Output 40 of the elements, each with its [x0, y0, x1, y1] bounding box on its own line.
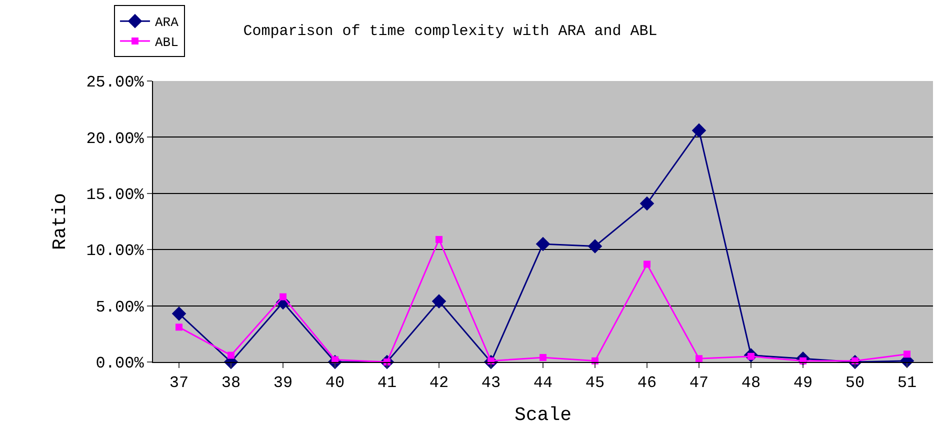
x-tick-label: 44	[533, 374, 553, 392]
x-tick-label: 50	[845, 374, 865, 392]
legend-label: ARA	[155, 15, 179, 30]
x-tick-label: 39	[273, 374, 293, 392]
chart-title: Comparison of time complexity with ARA and ABL	[243, 22, 658, 40]
point	[904, 350, 910, 358]
x-tick-label: 47	[689, 374, 709, 392]
y-tick-label: 0.00%	[96, 354, 144, 373]
x-tick-label: 43	[481, 374, 501, 392]
y-tick-label: 25.00%	[86, 74, 144, 92]
point	[640, 196, 654, 211]
y-tick-label: 5.00%	[96, 298, 144, 316]
x-tick-label: 37	[169, 374, 189, 392]
point	[436, 236, 442, 243]
x-tick-label: 42	[429, 374, 449, 392]
y-axis-title: Ratio	[49, 192, 72, 250]
point	[228, 352, 234, 359]
point	[644, 260, 650, 268]
x-tick-label: 45	[585, 374, 605, 392]
point	[536, 236, 550, 252]
point	[176, 324, 182, 331]
x-tick-label: 51	[897, 374, 917, 392]
point	[696, 355, 702, 362]
point	[280, 293, 286, 300]
x-axis-title: Scale	[514, 404, 572, 426]
y-tick-label: 10.00%	[86, 242, 144, 260]
x-tick-label: 41	[377, 374, 397, 392]
legend-label: ABL	[155, 35, 178, 50]
x-tick-label: 49	[793, 374, 813, 392]
point	[692, 123, 706, 138]
y-tick-label: 15.00%	[86, 186, 144, 204]
point	[432, 294, 446, 308]
point	[540, 354, 546, 361]
y-tick-label: 20.00%	[86, 130, 144, 148]
point	[172, 306, 186, 321]
x-tick-label: 40	[325, 374, 345, 392]
x-tick-label: 46	[637, 374, 657, 392]
x-tick-label: 38	[221, 374, 241, 392]
x-tick-label: 48	[741, 374, 761, 392]
point	[588, 239, 602, 254]
